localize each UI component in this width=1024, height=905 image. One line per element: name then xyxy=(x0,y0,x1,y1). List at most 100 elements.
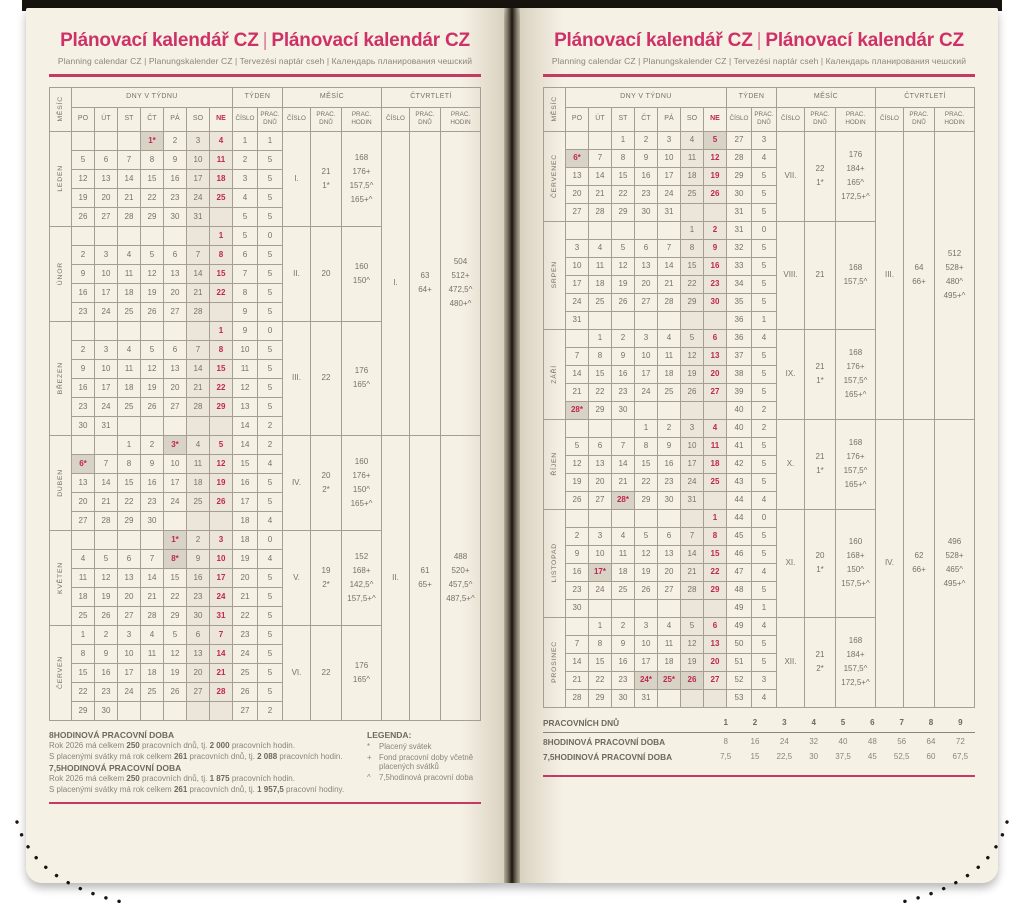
week-workdays-cell: 5 xyxy=(750,184,777,204)
week-number-cell: 32 xyxy=(725,238,752,258)
day-cell: 17 xyxy=(93,377,118,398)
week-number-cell: 8 xyxy=(231,282,258,303)
day-cell: 4 xyxy=(656,328,681,348)
day-cell: 23 xyxy=(162,187,187,208)
week-number-cell: 47 xyxy=(725,562,752,582)
working-days-label: PRACOVNÍCH DNŮ xyxy=(543,718,620,728)
day-cell: 5 xyxy=(208,434,233,455)
day-cell: 20 xyxy=(656,562,681,582)
day-cell: 23 xyxy=(70,301,95,322)
day-cell: 24 xyxy=(93,396,118,417)
day-cell xyxy=(185,415,210,436)
week-number-cell: 19 xyxy=(231,548,258,569)
month-workhours-cell: 176 184+ 165^ 172,5+^ xyxy=(834,130,876,222)
week-number-cell: 40 xyxy=(725,418,752,438)
working-days-count-header: 8 xyxy=(928,718,934,727)
day-cell: 12 xyxy=(610,256,635,276)
day-cell xyxy=(679,202,704,222)
day-cell xyxy=(610,508,635,528)
week-number-cell: 31 xyxy=(725,220,752,240)
day-cell: 16 xyxy=(633,166,658,186)
week-number-cell: 10 xyxy=(231,339,258,360)
month-workdays-cell: 21 1* xyxy=(803,418,836,510)
day-cell xyxy=(93,225,118,246)
day-cell xyxy=(702,598,727,618)
hours-value: 15 xyxy=(750,752,760,761)
day-cell: 6 xyxy=(656,526,681,546)
day-cell: 14 xyxy=(564,364,589,384)
day-cell: 14 xyxy=(610,454,635,474)
day-cell: 10 xyxy=(587,544,612,564)
week-number-cell: 27 xyxy=(231,700,258,721)
title-slovak: Plánovací kalendár CZ xyxy=(765,30,964,51)
day-cell: 26 xyxy=(633,580,658,600)
day-cell: 26 xyxy=(610,292,635,312)
day-cell: 17 xyxy=(162,472,187,493)
day-cell: 5 xyxy=(93,548,118,569)
day-cell: 2 xyxy=(162,130,187,151)
day-cell: 13 xyxy=(656,544,681,564)
legend-symbol: * xyxy=(367,741,371,751)
day-cell: 24 xyxy=(587,580,612,600)
week-workdays-cell: 4 xyxy=(750,148,777,168)
day-cell: 15 xyxy=(139,168,164,189)
day-cell: 23 xyxy=(633,184,658,204)
day-cell: 25 xyxy=(679,184,704,204)
week-row: 16 17 18 19 20 21 22 12 5 xyxy=(49,377,480,398)
week-workdays-cell: 0 xyxy=(256,320,283,341)
day-cell: 27 xyxy=(116,605,141,626)
month-name-cell: LISTOPAD xyxy=(542,508,566,618)
week-number-cell: 33 xyxy=(725,256,752,276)
day-cell xyxy=(610,418,635,438)
legend-text: Placený svátek xyxy=(379,741,432,751)
week-number-cell: 21 xyxy=(231,586,258,607)
day-cell xyxy=(162,320,187,341)
day-cell: 21 xyxy=(656,274,681,294)
day-cell xyxy=(185,700,210,721)
day-cell: 15 xyxy=(208,358,233,379)
month-name-cell: SRPEN xyxy=(542,220,566,330)
weekday-header: NE xyxy=(702,106,727,132)
day-cell: 1 xyxy=(116,434,141,455)
month-name-cell: ZÁŘÍ xyxy=(542,328,566,420)
week-number-cell: 49 xyxy=(725,616,752,636)
weekday-header: ST xyxy=(610,106,635,132)
week-row: LISTOPAD 1 44 0 XI. 20 1* 160 168+ 150^ 157,5+^ xyxy=(542,508,974,618)
month-workhours-cell: 160 176+ 150^ 165+^ xyxy=(340,434,382,531)
day-cell xyxy=(587,418,612,438)
day-cell xyxy=(162,415,187,436)
week-row: 9 10 11 12 13 14 15 46 5 xyxy=(543,544,974,564)
day-cell: 8 xyxy=(70,643,95,664)
day-cell: 22 xyxy=(116,491,141,512)
month-workdays-cell: 21 1* xyxy=(309,130,342,227)
day-cell: 13 xyxy=(116,567,141,588)
month-numeral-cell: XII. xyxy=(775,616,805,708)
day-cell: 3 xyxy=(208,529,233,550)
day-cell: 12 xyxy=(208,453,233,474)
day-cell: 15 xyxy=(70,662,95,683)
week-number-cell: 43 xyxy=(725,472,752,492)
day-cell xyxy=(656,598,681,618)
legend-text: Fond pracovní doby včetně placených svát… xyxy=(379,752,474,771)
week-number-cell: 35 xyxy=(725,292,752,312)
day-cell: 8 xyxy=(702,526,727,546)
left-footer: 8HODINOVÁ PRACOVNÍ DOBA Rok 2026 má celke… xyxy=(49,728,481,804)
day-cell xyxy=(139,529,164,550)
column-header: PRAC. DNŮ xyxy=(902,106,935,132)
day-cell: 29 xyxy=(587,400,612,420)
day-cell: 20 xyxy=(162,377,187,398)
day-cell: 17* xyxy=(587,562,612,582)
title-czech: Plánovací kalendář CZ xyxy=(60,30,259,51)
day-cell xyxy=(564,328,589,348)
week-number-cell: 44 xyxy=(725,508,752,528)
hours-value: 37,5 xyxy=(835,752,851,761)
group-header: ČTVRTLETÍ xyxy=(380,86,482,108)
day-cell xyxy=(208,700,233,721)
working-days-count-header: 4 xyxy=(811,718,816,727)
week-number-cell: 48 xyxy=(725,580,752,600)
day-cell xyxy=(702,490,727,510)
day-cell: 22 xyxy=(633,472,658,492)
working-days-rows: 8HODINOVÁ PRACOVNÍ DOBA 8 16 24 32 40 48 56 64 72… xyxy=(543,735,975,765)
week-workdays-cell: 0 xyxy=(750,508,777,528)
day-cell: 28 xyxy=(208,681,233,702)
